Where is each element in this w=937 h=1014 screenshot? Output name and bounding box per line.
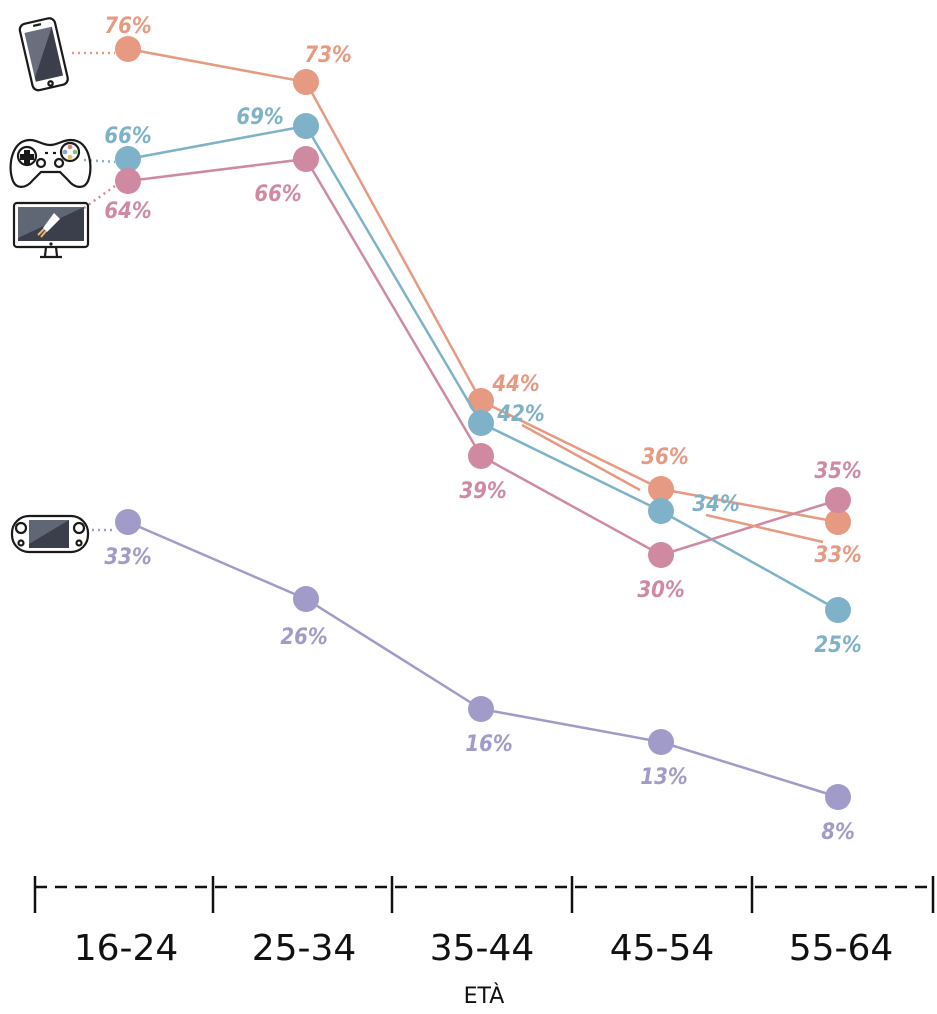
gamepad-icon [9, 138, 92, 188]
icon-leader [83, 158, 116, 164]
series-group [115, 36, 851, 810]
series-line [521, 423, 641, 492]
data-point [648, 729, 674, 755]
data-label: 66% [104, 124, 151, 149]
data-point [115, 509, 141, 535]
data-point [825, 487, 851, 513]
data-point [293, 69, 319, 95]
data-label: 76% [104, 14, 151, 39]
data-label: 33% [814, 543, 861, 568]
series-line [705, 513, 824, 544]
x-axis-title: ETÀ [464, 983, 505, 1009]
data-point [825, 509, 851, 535]
data-point [293, 113, 319, 139]
data-label: 39% [459, 479, 506, 504]
series-icons [9, 17, 116, 554]
series-line [127, 124, 839, 612]
data-point [293, 586, 319, 612]
data-point [115, 36, 141, 62]
data-label: 73% [304, 43, 351, 68]
data-label: 16% [465, 732, 512, 757]
data-label: 69% [236, 105, 283, 130]
x-tick-label: 16-24 [74, 928, 179, 969]
data-point [825, 597, 851, 623]
data-label: 42% [496, 402, 544, 427]
data-label: 36% [641, 445, 688, 470]
smartphone-icon [18, 17, 69, 92]
data-label: 8% [821, 820, 855, 845]
data-point [115, 146, 141, 172]
data-point [468, 696, 494, 722]
x-tick-label: 45-54 [610, 928, 715, 969]
x-axis: 16-24 25-34 35-44 45-54 55-64 [33, 876, 935, 969]
data-label: 44% [491, 372, 539, 397]
data-point [648, 498, 674, 524]
data-label: 66% [254, 182, 301, 207]
data-labels: 76% 73% 44% 36% 33% 66% 69% 42% 34% 25% 64% 66% 39% 3… [104, 14, 861, 845]
data-label: 30% [637, 578, 684, 603]
data-label: 64% [104, 199, 151, 224]
data-point [293, 146, 319, 172]
data-label: 13% [640, 765, 687, 790]
computer-monitor-icon [12, 201, 90, 259]
data-point [468, 410, 494, 436]
data-label: 25% [814, 633, 861, 658]
data-label: 26% [280, 625, 327, 650]
x-tick-label: 25-34 [252, 928, 357, 969]
data-point [648, 476, 674, 502]
x-tick-label: 55-64 [789, 928, 894, 969]
data-label: 34% [692, 492, 739, 517]
data-point [468, 443, 494, 469]
data-label: 35% [814, 459, 861, 484]
icon-leader [83, 184, 116, 210]
data-point [648, 542, 674, 568]
data-point [825, 784, 851, 810]
data-label: 33% [104, 545, 151, 570]
data-point [115, 168, 141, 194]
data-point [468, 388, 494, 414]
x-tick-label: 35-44 [430, 928, 535, 969]
handheld-console-icon [10, 514, 90, 554]
